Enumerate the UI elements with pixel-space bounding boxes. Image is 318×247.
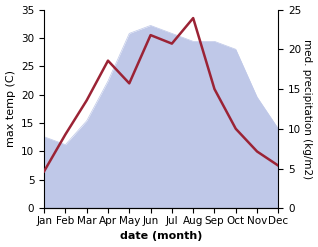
Y-axis label: med. precipitation (kg/m2): med. precipitation (kg/m2) bbox=[302, 39, 313, 179]
Y-axis label: max temp (C): max temp (C) bbox=[5, 70, 16, 147]
X-axis label: date (month): date (month) bbox=[120, 231, 203, 242]
